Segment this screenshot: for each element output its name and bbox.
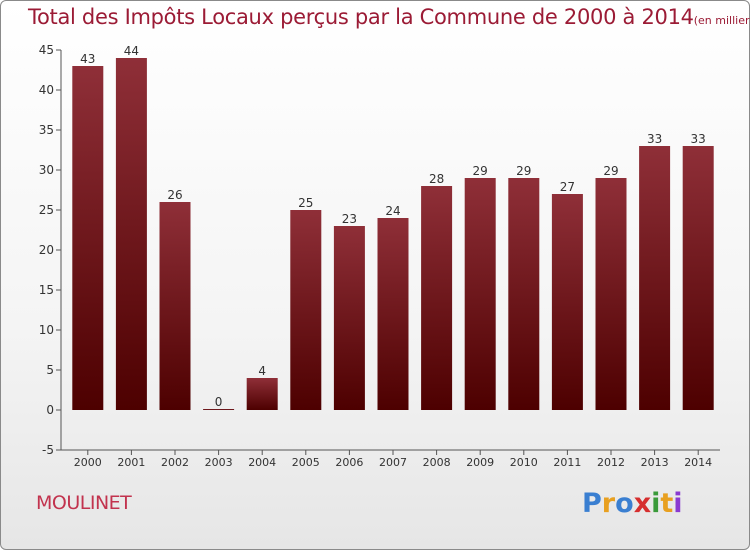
logo-letter: i	[673, 488, 683, 519]
data-label: 23	[342, 212, 357, 226]
y-tick-label: 25	[39, 203, 54, 217]
logo-letter: i	[651, 488, 661, 519]
logo-letter: P	[582, 488, 602, 519]
x-tick-label: 2000	[74, 456, 102, 469]
y-tick-label: 20	[39, 243, 54, 257]
x-tick-label: 2003	[205, 456, 233, 469]
x-tick-label: 2011	[553, 456, 581, 469]
bar	[464, 178, 496, 410]
data-label: 25	[298, 196, 313, 210]
data-label: 26	[167, 188, 182, 202]
x-tick-label: 2006	[335, 456, 363, 469]
y-tick-label: 45	[39, 43, 54, 57]
y-tick-label: 5	[46, 363, 54, 377]
y-tick-label: 0	[46, 403, 54, 417]
y-tick-label: 10	[39, 323, 54, 337]
x-tick-label: 2009	[466, 456, 494, 469]
x-tick-label: 2013	[641, 456, 669, 469]
bar	[421, 186, 453, 410]
data-label: 43	[80, 52, 95, 66]
chart-unit: (en milliers d'€)	[693, 14, 750, 27]
data-label: 29	[603, 164, 618, 178]
x-tick-label: 2001	[117, 456, 145, 469]
y-tick-label: 40	[39, 83, 54, 97]
data-label: 28	[429, 172, 444, 186]
bar	[115, 58, 147, 410]
bar	[551, 194, 583, 410]
bar	[682, 146, 714, 410]
x-tick-label: 2012	[597, 456, 625, 469]
y-tick-label: 15	[39, 283, 54, 297]
bar	[246, 378, 278, 410]
x-tick-label: 2004	[248, 456, 276, 469]
data-labels: 43 44 26 0 4 25 23 24 28 29 29 27 29 33 33	[80, 44, 706, 409]
y-tick-label: 30	[39, 163, 54, 177]
data-label: 33	[691, 132, 706, 146]
data-label: 27	[560, 180, 575, 194]
bar	[508, 178, 540, 410]
bar	[72, 66, 104, 410]
commune-name: MOULINET	[36, 492, 132, 514]
logo-letter: x	[633, 488, 652, 519]
data-label: 24	[385, 204, 400, 218]
proxiti-logo: Proxiti	[582, 488, 683, 519]
data-label: 29	[473, 164, 488, 178]
x-tick-label: 2002	[161, 456, 189, 469]
chart-title-text: Total des Impôts Locaux perçus par la Co…	[28, 5, 694, 29]
x-tick-label: 2008	[423, 456, 451, 469]
bar	[377, 218, 409, 410]
x-tick-label: 2010	[510, 456, 538, 469]
bar	[159, 202, 191, 410]
data-label: 0	[215, 395, 223, 409]
x-tick-label: 2007	[379, 456, 407, 469]
bar	[595, 178, 627, 410]
bars	[72, 58, 714, 410]
y-tick-label: -5	[42, 443, 54, 457]
y-tick-label: 35	[39, 123, 54, 137]
logo-letter: t	[660, 488, 674, 519]
data-label: 29	[516, 164, 531, 178]
chart-title: Total des Impôts Locaux perçus par la Co…	[28, 5, 750, 29]
logo-letter: o	[615, 488, 634, 519]
bar	[203, 409, 235, 410]
bar	[290, 210, 322, 410]
x-tick-label: 2014	[684, 456, 712, 469]
bar	[639, 146, 671, 410]
data-label: 4	[258, 364, 266, 378]
x-tick-label: 2005	[292, 456, 320, 469]
data-label: 44	[124, 44, 139, 58]
bar	[333, 226, 365, 410]
data-label: 33	[647, 132, 662, 146]
logo-letter: r	[601, 488, 616, 519]
